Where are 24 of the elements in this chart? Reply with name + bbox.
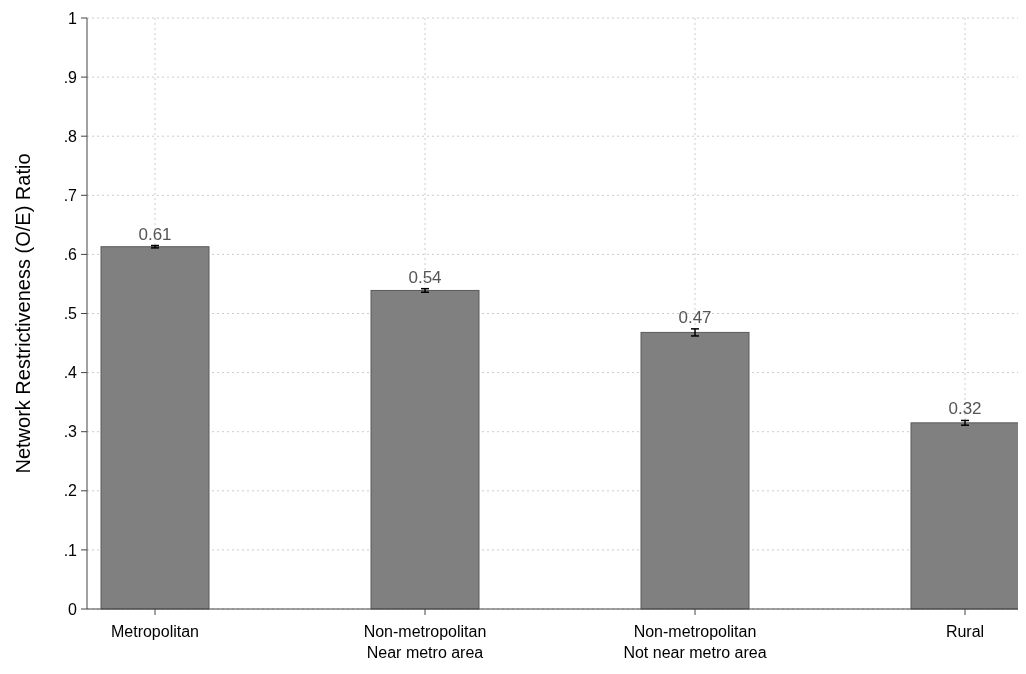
x-tick-label: Non-metropolitan Not near metro area	[623, 623, 767, 661]
data-label: 0.61	[138, 224, 172, 244]
y-tick-label: .2	[63, 482, 78, 500]
data-label: 0.54	[408, 267, 442, 287]
data-label: 0.47	[678, 307, 712, 327]
x-tick-label: Rural	[945, 623, 985, 640]
bar	[100, 246, 210, 610]
y-tick-label: .9	[63, 68, 78, 86]
y-tick-label: 1	[68, 9, 78, 27]
y-tick-label: .5	[63, 305, 78, 323]
data-label: 0.32	[948, 399, 982, 419]
y-tick-label: .4	[63, 364, 78, 382]
x-tick-label: Non-metropolitan Near metro area	[363, 623, 487, 661]
bar	[370, 289, 480, 610]
y-tick-label: .6	[63, 246, 78, 263]
y-tick-label: 0	[68, 600, 78, 618]
y-tick-label: .3	[63, 423, 78, 441]
x-tick-label: Metropolitan	[110, 623, 200, 640]
y-axis-title: Network Restrictiveness (O/E) Ratio	[12, 153, 34, 474]
bar	[910, 422, 1018, 610]
y-tick-label: .1	[63, 541, 78, 559]
bar	[640, 331, 750, 610]
y-tick-label: .8	[63, 127, 78, 145]
y-tick-label: .7	[63, 186, 78, 204]
